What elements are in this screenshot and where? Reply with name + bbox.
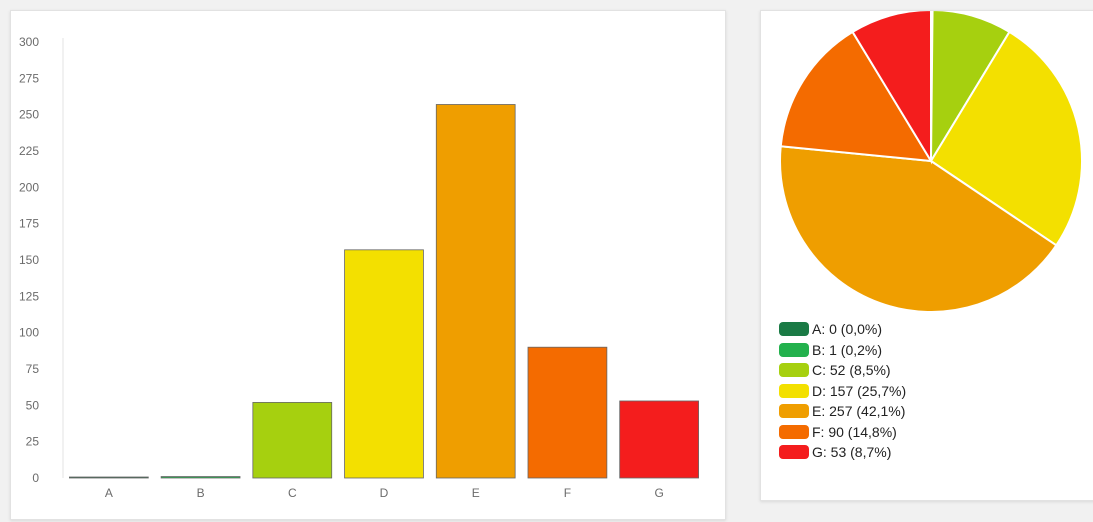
x-tick-label-f: F [564, 486, 571, 500]
pie-chart [779, 11, 1083, 311]
y-tick-label: 200 [19, 180, 39, 194]
y-tick-label: 225 [19, 144, 39, 158]
legend-label-b: B: 1 (0,2%) [812, 341, 883, 358]
legend-swatch-e [779, 404, 809, 419]
bar-f [527, 346, 608, 479]
legend-item-c[interactable]: C: 52 (8,5%) [779, 360, 906, 381]
legend-swatch-c [779, 363, 809, 378]
legend-swatch-a [779, 322, 809, 337]
y-tick-label: 75 [26, 362, 40, 376]
bar-c [252, 402, 333, 479]
pie-legend: A: 0 (0,0%) B: 1 (0,2%) C: 52 (8,5%) D: … [779, 319, 906, 463]
y-tick-label: 0 [32, 471, 39, 485]
legend-label-a: A: 0 (0,0%) [812, 321, 883, 338]
y-tick-label: 250 [19, 108, 39, 122]
y-tick-label: 25 [26, 435, 40, 449]
x-tick-label-a: A [105, 486, 113, 500]
legend-item-f[interactable]: F: 90 (14,8%) [779, 422, 906, 443]
y-tick-label: 300 [19, 35, 39, 49]
bar-chart: 0 25 50 75 100 125 150 175 200 225 250 275 300 A B C D E F… [19, 35, 699, 500]
legend-swatch-b [779, 342, 809, 357]
y-tick-label: 175 [19, 217, 39, 231]
legend-swatch-g [779, 445, 809, 460]
bar-e [435, 104, 516, 479]
legend-swatch-f [779, 424, 809, 439]
y-tick-label: 275 [19, 71, 39, 85]
legend-item-d[interactable]: D: 157 (25,7%) [779, 381, 906, 402]
legend-item-g[interactable]: G: 53 (8,7%) [779, 442, 906, 463]
legend-item-b[interactable]: B: 1 (0,2%) [779, 340, 906, 361]
x-tick-label-c: C [288, 486, 297, 500]
legend-label-c: C: 52 (8,5%) [812, 362, 891, 379]
pie-slice-f [779, 30, 933, 163]
pie-chart-panel: A: 0 (0,0%) B: 1 (0,2%) C: 52 (8,5%) D: … [760, 10, 1093, 501]
x-tick-label-e: E [472, 486, 480, 500]
legend-label-f: F: 90 (14,8%) [812, 423, 897, 440]
legend-item-a[interactable]: A: 0 (0,0%) [779, 319, 906, 340]
x-tick-label-g: G [654, 486, 663, 500]
bar-chart-panel: 0 25 50 75 100 125 150 175 200 225 250 275 300 A B C D E F… [10, 10, 726, 520]
legend-label-d: D: 157 (25,7%) [812, 382, 907, 399]
y-tick-label: 150 [19, 253, 39, 267]
pie-slice-e [779, 145, 1058, 311]
y-tick-label: 125 [19, 289, 39, 303]
legend-swatch-d [779, 383, 809, 398]
y-tick-label: 50 [26, 398, 40, 412]
bar-b [160, 476, 241, 479]
x-tick-label-b: B [197, 486, 205, 500]
legend-label-g: G: 53 (8,7%) [812, 444, 892, 461]
x-tick-label-d: D [380, 486, 389, 500]
bar-g [619, 400, 699, 479]
pie-slice-d [929, 30, 1083, 247]
bar-d [344, 249, 424, 479]
legend-item-e[interactable]: E: 257 (42,1%) [779, 401, 906, 422]
legend-label-e: E: 257 (42,1%) [812, 403, 906, 420]
pie-slice-g [851, 11, 932, 165]
bar-a [69, 476, 149, 479]
y-tick-label: 100 [19, 326, 39, 340]
